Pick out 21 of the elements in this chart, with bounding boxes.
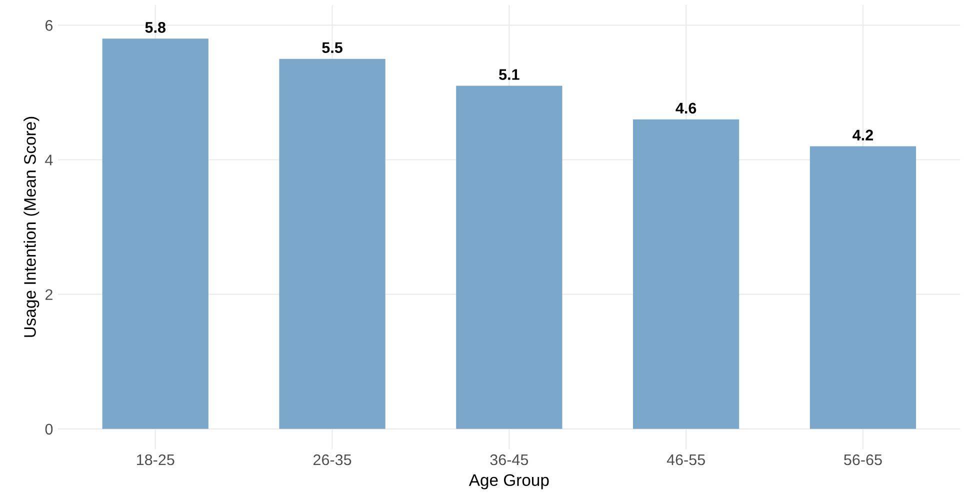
data-label: 5.1 (499, 69, 520, 80)
bar (456, 86, 562, 429)
bar (102, 38, 208, 429)
y-tick-label: 6 (46, 20, 53, 31)
x-tick-label: 36-45 (490, 454, 528, 466)
y-tick-label: 4 (45, 154, 53, 166)
data-label: 4.6 (676, 102, 696, 114)
x-tick-label: 18-25 (137, 454, 174, 466)
data-label: 5.5 (322, 42, 342, 54)
bar (632, 119, 740, 429)
y-axis-title: Usage Intention (Mean Score) (24, 116, 40, 337)
x-axis-title: Age Group (468, 474, 549, 490)
data-label: 5.8 (145, 22, 166, 33)
x-tick-label: 56-65 (844, 454, 882, 466)
y-tick-label: 0 (45, 424, 53, 435)
data-label: 4.2 (852, 130, 873, 140)
y-tick-label: 2 (45, 289, 52, 300)
bar (810, 146, 916, 429)
x-tick-label: 26-35 (314, 454, 352, 466)
bar (279, 58, 386, 429)
x-tick-label: 46-55 (666, 454, 705, 466)
